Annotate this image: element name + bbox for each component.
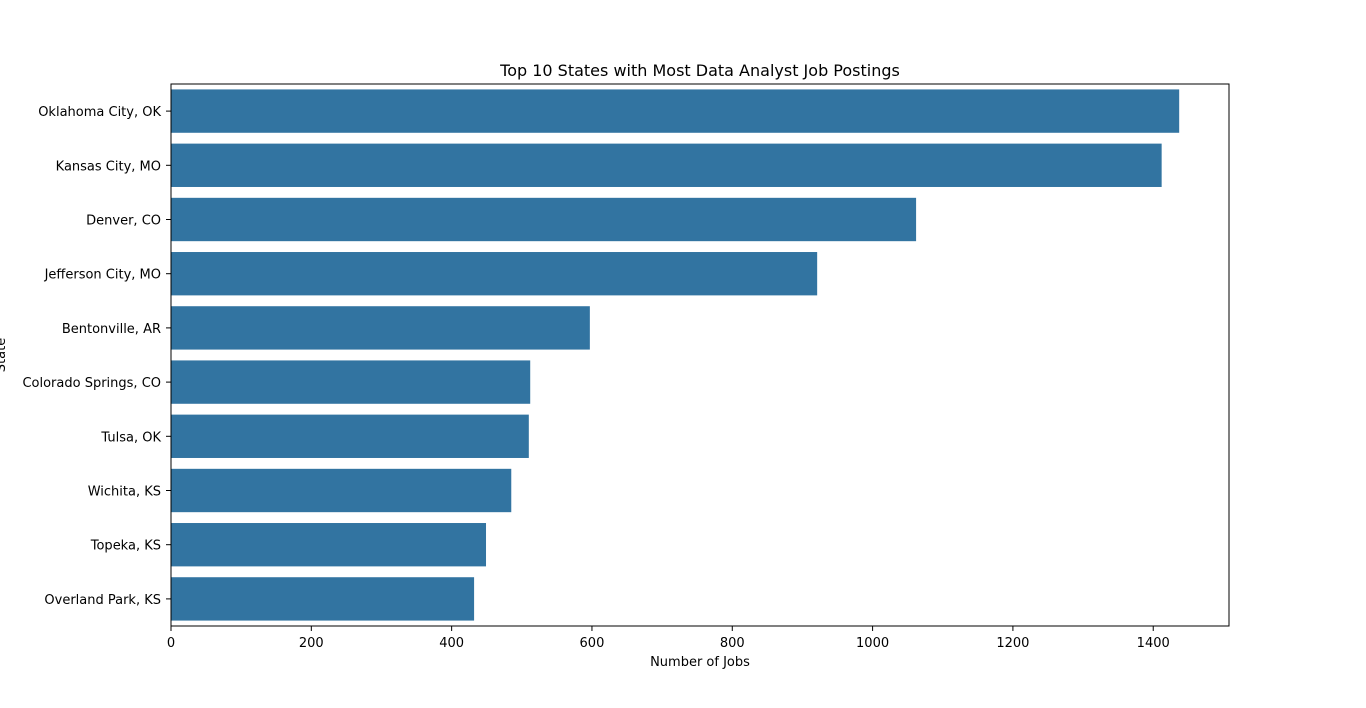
y-tick-label: Denver, CO <box>86 214 161 229</box>
bars-layer <box>171 89 1180 621</box>
x-axis-label: Number of Jobs <box>650 655 750 670</box>
x-tick-label: 1000 <box>856 636 889 651</box>
x-tick-label: 400 <box>439 636 464 651</box>
x-tick-label: 200 <box>299 636 324 651</box>
y-tick-label: Overland Park, KS <box>44 593 161 608</box>
bar-6 <box>171 414 529 458</box>
bar-2 <box>171 197 917 242</box>
y-tick-label: Wichita, KS <box>88 485 161 500</box>
y-tick-label: Bentonville, AR <box>62 322 161 337</box>
x-tick-label: 0 <box>167 636 175 651</box>
bar-1 <box>171 143 1162 187</box>
y-tick-label: Topeka, KS <box>90 539 161 554</box>
bar-0 <box>171 89 1180 133</box>
plot-frame <box>170 83 1230 627</box>
x-tick-label: 800 <box>720 636 745 651</box>
y-tick-label: Tulsa, OK <box>100 430 161 445</box>
bar-9 <box>171 577 475 621</box>
y-tick-label: Kansas City, MO <box>56 159 161 174</box>
y-tick-label: Oklahoma City, OK <box>38 105 161 120</box>
x-axis-ticks: 0 200 400 600 800 1000 1200 1400 <box>167 626 1170 651</box>
x-tick-label: 1200 <box>996 636 1029 651</box>
bar-7 <box>171 468 512 513</box>
bar-5 <box>171 360 531 404</box>
y-axis-label: State <box>0 338 9 372</box>
bar-8 <box>171 523 487 567</box>
y-tick-label: Colorado Springs, CO <box>22 376 161 391</box>
chart-title: Top 10 States with Most Data Analyst Job… <box>499 61 900 80</box>
x-tick-label: 1400 <box>1137 636 1170 651</box>
y-tick-label: Jefferson City, MO <box>44 268 161 283</box>
x-tick-label: 600 <box>580 636 605 651</box>
y-axis-ticks: Oklahoma City, OK Kansas City, MO Denver, … <box>22 105 171 608</box>
bar-4 <box>171 306 590 350</box>
bar-3 <box>171 252 818 296</box>
